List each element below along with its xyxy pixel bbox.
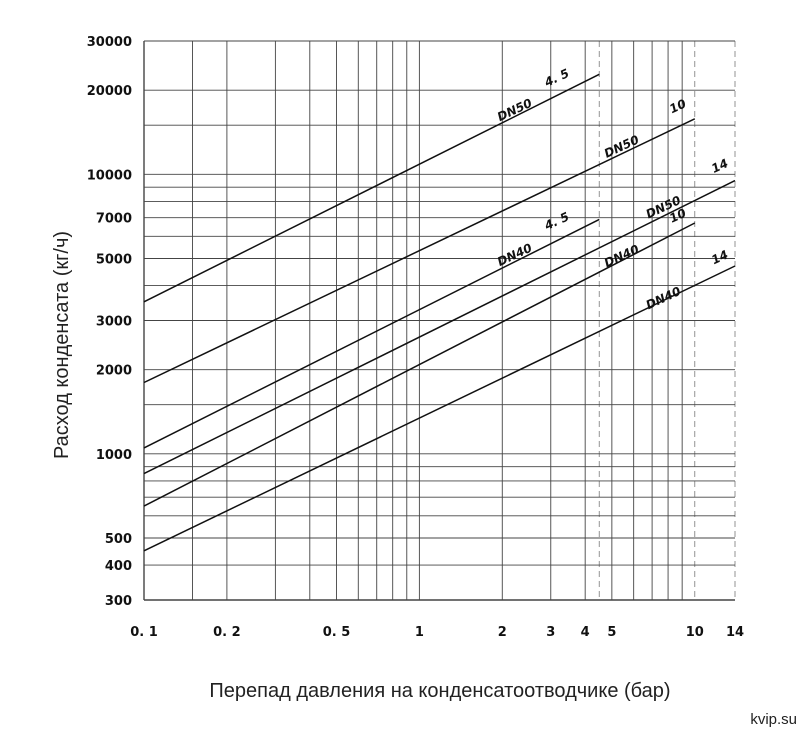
series-line-dn50-10 — [143, 118, 696, 384]
series-label: 10 — [667, 206, 688, 226]
x-tick-label: 0. 2 — [213, 625, 241, 640]
y-tick-labels: 300 400 500 1000 2000 3000 5000 7000 10000 20000 3… — [87, 35, 132, 609]
x-tick-labels: 0. 1 0. 2 0. 5 1 2 3 4 5 10 14 — [130, 625, 744, 640]
series-line-dn40-10 — [143, 222, 696, 507]
series-line-dn50-14 — [143, 179, 736, 475]
y-tick-label: 3000 — [96, 315, 132, 330]
series-label: 14 — [709, 156, 730, 176]
y-tick-label: 30000 — [87, 35, 132, 50]
series-line-dn40-14 — [143, 265, 736, 552]
x-axis-label: Перепад давления на конденсатоотводчике … — [209, 680, 670, 702]
series-label: DN40 — [602, 242, 641, 270]
x-tick-label: 4 — [581, 625, 590, 640]
grid — [143, 40, 736, 601]
x-tick-label: 14 — [726, 625, 744, 640]
y-axis-label: Расход конденсата (кг/ч) — [51, 231, 73, 459]
x-tick-label: 0. 5 — [323, 625, 351, 640]
y-tick-label: 10000 — [87, 168, 132, 183]
series-label: 10 — [667, 96, 688, 116]
y-tick-label: 20000 — [87, 84, 132, 99]
series-lines — [143, 73, 736, 552]
y-tick-label: 2000 — [96, 364, 132, 379]
y-tick-label: 400 — [105, 559, 132, 574]
x-tick-label: 0. 1 — [130, 625, 158, 640]
series-line-dn40-4-5 — [143, 218, 600, 449]
watermark: kvip.su — [750, 711, 797, 728]
y-tick-label: 500 — [105, 532, 132, 547]
series-label: 4. 5 — [541, 209, 571, 233]
y-tick-label: 300 — [105, 594, 132, 609]
x-tick-label: 10 — [686, 625, 704, 640]
series-label: DN50 — [495, 96, 534, 124]
series-label: DN40 — [495, 241, 534, 269]
x-tick-label: 1 — [415, 625, 424, 640]
x-tick-label: 3 — [546, 625, 555, 640]
series-label: DN40 — [644, 284, 683, 312]
series-label: 14 — [709, 247, 730, 267]
series-line-dn50-4-5 — [143, 73, 600, 303]
y-tick-label: 7000 — [96, 212, 132, 227]
series-label: 4. 5 — [541, 66, 571, 90]
y-tick-label: 1000 — [96, 448, 132, 463]
x-tick-label: 2 — [498, 625, 507, 640]
y-tick-label: 5000 — [96, 252, 132, 267]
x-tick-label: 5 — [607, 625, 616, 640]
series-label: DN50 — [602, 132, 641, 160]
